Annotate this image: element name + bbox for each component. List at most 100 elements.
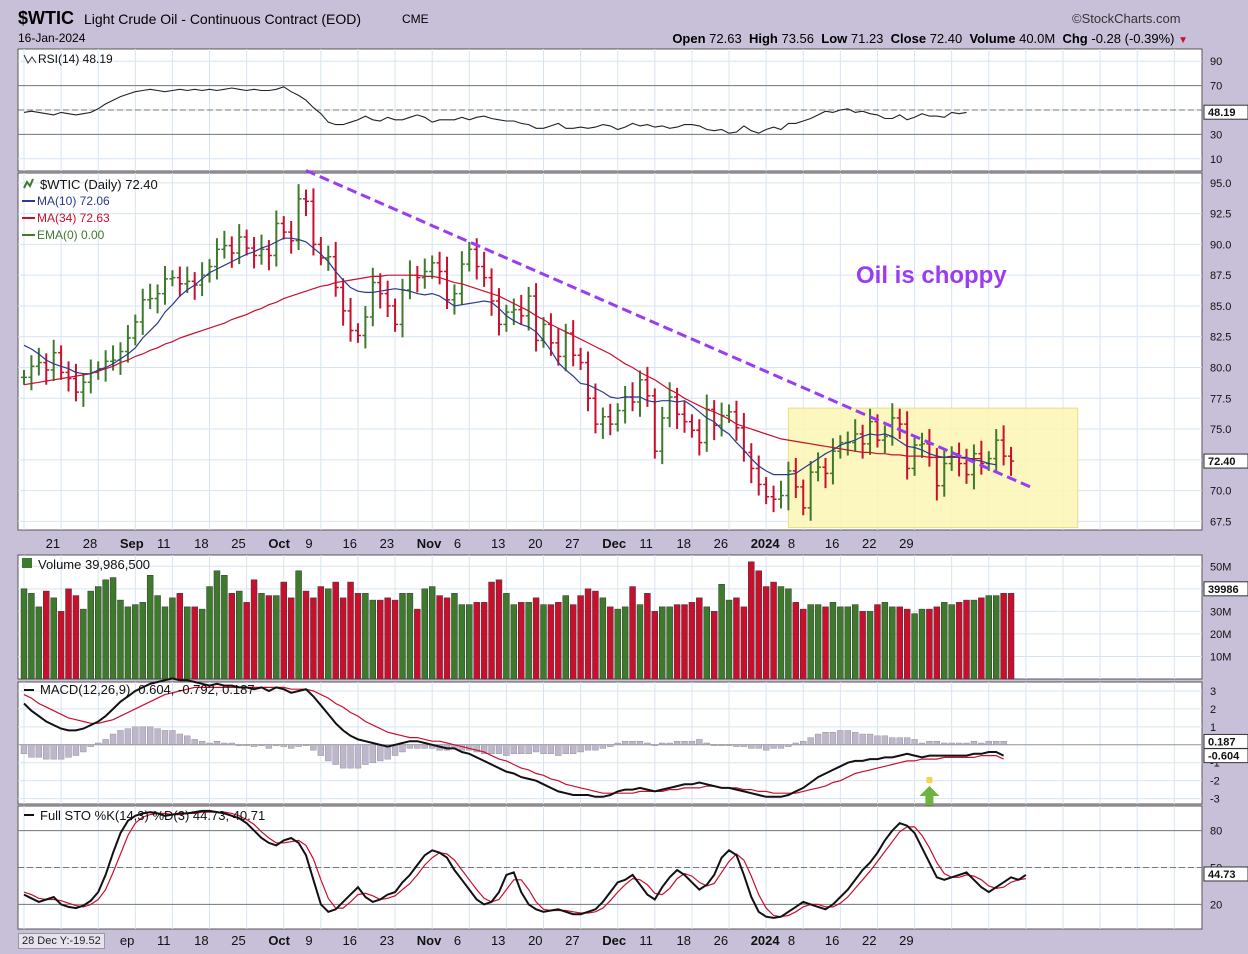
macd-histogram-bar: [592, 744, 599, 751]
bottom-x-axis-label: 11: [639, 933, 653, 948]
chg-value: -0.28 (-0.39%): [1091, 31, 1175, 46]
macd-histogram-bar: [317, 744, 325, 756]
y-tick-label: 85.0: [1210, 301, 1231, 313]
volume-bar: [659, 606, 666, 680]
volume-mini-icon: [22, 558, 32, 568]
macd-histogram-bar: [933, 741, 940, 745]
y-tick-label: -2: [1210, 776, 1220, 788]
volume-bar: [161, 606, 169, 680]
volume-bar: [421, 588, 428, 680]
rsi-title: RSI(14) 48.19: [38, 52, 113, 66]
macd-last-value-box: [1203, 748, 1248, 764]
volume-bar: [651, 611, 659, 680]
volume-bar: [911, 613, 918, 680]
macd-histogram-bar: [310, 744, 317, 751]
macd-histogram-bar: [213, 741, 221, 745]
macd-histogram-bar: [288, 744, 295, 749]
volume-bar: [592, 590, 599, 680]
macd-histogram-bar: [681, 741, 688, 745]
macd-histogram-bar: [941, 742, 948, 745]
volume-bar: [102, 579, 109, 680]
macd-histogram-bar: [206, 742, 213, 745]
y-tick-label: 1: [1210, 722, 1216, 734]
volume-bar: [280, 581, 287, 680]
volume-bar: [955, 602, 963, 680]
bottom-x-axis-label: Dec: [602, 933, 626, 948]
volume-bar: [666, 606, 673, 680]
x-axis-label: 11: [639, 536, 653, 551]
macd-histogram-bar: [577, 744, 584, 753]
macd-last-value: -0.604: [1208, 751, 1240, 763]
volume-bar: [985, 595, 992, 680]
macd-histogram-bar: [688, 741, 696, 745]
macd-histogram-bar: [265, 744, 273, 749]
bottom-x-axis-label: 11: [157, 933, 171, 948]
x-axis-label: 27: [565, 536, 579, 551]
volume-bar: [599, 597, 607, 680]
bottom-x-axis-label: ep: [120, 933, 134, 948]
volume-bar: [948, 604, 955, 680]
volume-bar: [1007, 593, 1015, 680]
macd-histogram-bar: [837, 730, 844, 745]
ma10-line: [23, 237, 997, 476]
volume-bar: [146, 575, 154, 680]
volume-bar: [844, 606, 851, 680]
volume-last-value: 39986: [1208, 584, 1239, 596]
macd-histogram-bar: [221, 742, 228, 745]
volume-bar: [903, 608, 911, 680]
volume-bar: [688, 602, 696, 680]
volume-bar: [391, 599, 399, 680]
bottom-x-axis-label: 16: [825, 933, 839, 948]
volume-bar: [35, 606, 43, 680]
y-tick-label: 80.0: [1210, 363, 1231, 375]
bottom-x-axis-label: 29: [899, 933, 913, 948]
macd-histogram-bar: [562, 744, 569, 754]
chart-date: 16-Jan-2024: [18, 31, 86, 45]
source-watermark: ©StockCharts.com: [1072, 11, 1181, 26]
bottom-x-axis-label: 20: [528, 933, 542, 948]
macd-histogram-bar: [184, 735, 191, 745]
y-tick-label: 87.5: [1210, 270, 1231, 282]
macd-histogram-bar: [985, 741, 992, 745]
macd-histogram-bar: [673, 741, 681, 745]
x-axis-label: 22: [862, 536, 876, 551]
volume-bar: [362, 593, 369, 680]
downtrend-line: [305, 169, 1034, 490]
x-axis-label: 6: [454, 536, 461, 551]
macd-histogram-bar: [325, 744, 332, 762]
volume-bar: [169, 597, 176, 680]
macd-histogram-bar: [414, 744, 421, 749]
volume-bar: [428, 586, 436, 680]
macd-histogram-bar: [295, 744, 302, 747]
bottom-x-axis-label: 2024: [751, 933, 781, 948]
quote-summary: Open 72.63 High 73.56 Low 71.23 Close 72…: [672, 31, 1188, 46]
macd-histogram-bar: [903, 737, 911, 745]
macd-histogram-bar: [777, 744, 785, 749]
macd-histogram-bar: [43, 744, 50, 760]
y-tick-label: 10M: [1210, 651, 1231, 663]
y-tick-label: 92.5: [1210, 209, 1231, 221]
volume-bar: [547, 604, 555, 680]
macd-histogram-bar: [525, 744, 532, 754]
x-axis-label: 20: [528, 536, 542, 551]
macd-histogram-bar: [154, 728, 161, 745]
x-axis-label: 2024: [751, 536, 781, 551]
volume-bar: [874, 604, 881, 680]
macd-histogram-bar: [146, 726, 154, 745]
x-axis-label: Oct: [268, 536, 290, 551]
rsi-mini-icon: [23, 54, 37, 64]
macd-histogram-bar: [20, 744, 28, 754]
bottom-x-axis-label: 22: [862, 933, 876, 948]
volume-bar: [347, 581, 354, 680]
macd-histogram-bar: [354, 744, 362, 769]
macd-histogram-bar: [243, 744, 250, 746]
volume-bar: [124, 606, 132, 680]
macd-title: MACD(12,26,9) -0.604, -0.792, 0.187: [40, 682, 255, 697]
macd-histogram-bar: [666, 742, 673, 745]
volume-bar: [384, 597, 391, 680]
y-tick-label: 70.0: [1210, 486, 1231, 498]
macd-histogram-bar: [651, 744, 658, 746]
bottom-x-axis-label: 9: [305, 933, 312, 948]
volume-bar: [80, 608, 87, 680]
